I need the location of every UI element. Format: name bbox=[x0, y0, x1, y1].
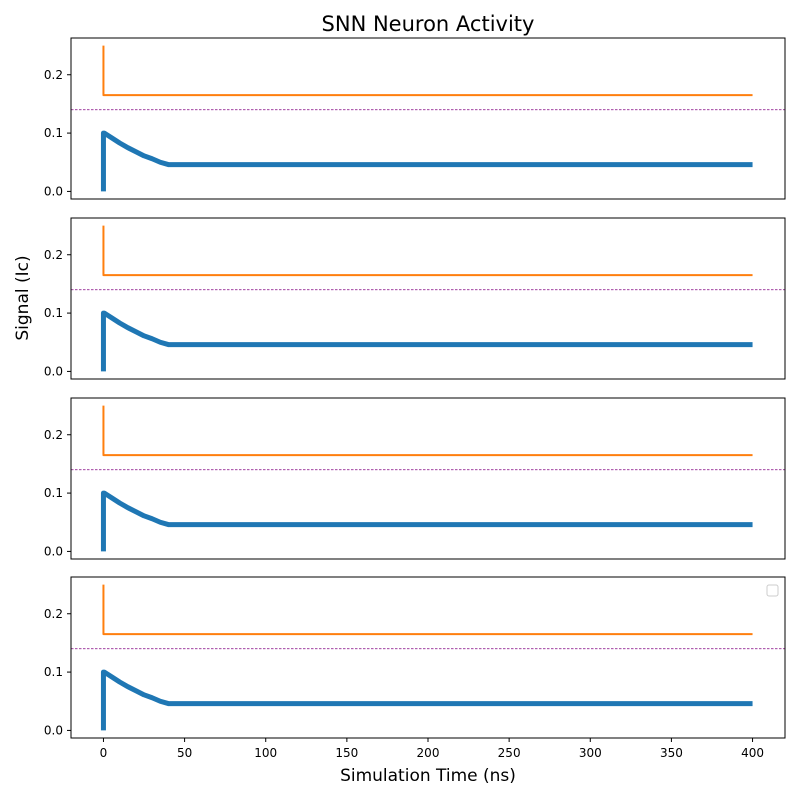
membrane-line bbox=[100, 130, 753, 192]
y-tick-label: 0.2 bbox=[44, 428, 63, 442]
x-tick-label: 300 bbox=[579, 746, 602, 760]
panels-group: 0.0 0.1 0.2 0.0 0.1 0.2 0.0 0.1 0.2 0.0 0.1 0.2 0 50 1… bbox=[44, 37, 786, 760]
chart-title: SNN Neuron Activity bbox=[322, 12, 535, 36]
y-tick-label: 0.1 bbox=[44, 126, 63, 140]
axes-frame bbox=[70, 217, 786, 380]
membrane-line bbox=[100, 669, 753, 731]
x-tick-label: 0 bbox=[100, 746, 108, 760]
y-tick-label: 0.2 bbox=[44, 68, 63, 82]
y-tick-label: 0.1 bbox=[44, 306, 63, 320]
output-line bbox=[102, 45, 753, 97]
y-tick-label: 0.0 bbox=[44, 544, 63, 558]
panel-2: 0.0 0.1 0.2 bbox=[44, 217, 786, 380]
x-tick-label: 250 bbox=[498, 746, 521, 760]
membrane-line bbox=[100, 490, 753, 552]
x-tick-label: 100 bbox=[254, 746, 277, 760]
plot-area bbox=[71, 45, 785, 192]
axes-frame bbox=[70, 576, 786, 739]
output-line bbox=[102, 584, 753, 636]
panel-3: 0.0 0.1 0.2 bbox=[44, 397, 786, 560]
y-tick-label: 0.2 bbox=[44, 248, 63, 262]
axes-frame bbox=[70, 37, 786, 200]
x-tick-label: 200 bbox=[417, 746, 440, 760]
output-line bbox=[102, 225, 753, 277]
panel-4: 0.0 0.1 0.2 0 50 100 150 200 250 300 350 400 bbox=[44, 576, 786, 760]
y-tick-label: 0.1 bbox=[44, 486, 63, 500]
membrane-line bbox=[100, 310, 753, 372]
panel-1: 0.0 0.1 0.2 bbox=[44, 37, 786, 200]
y-tick-label: 0.0 bbox=[44, 364, 63, 378]
y-tick-label: 0.0 bbox=[44, 723, 63, 737]
output-line bbox=[102, 405, 753, 457]
x-tick-label: 400 bbox=[741, 746, 764, 760]
plot-area bbox=[71, 584, 785, 731]
x-tick-label: 50 bbox=[177, 746, 192, 760]
plot-area bbox=[71, 405, 785, 552]
y-tick-label: 0.1 bbox=[44, 665, 63, 679]
x-axis-title: Simulation Time (ns) bbox=[340, 766, 516, 786]
x-tick-label: 150 bbox=[335, 746, 358, 760]
legend-box bbox=[766, 584, 779, 597]
y-tick-label: 0.2 bbox=[44, 607, 63, 621]
x-tick-label: 350 bbox=[660, 746, 683, 760]
axes-frame bbox=[70, 397, 786, 560]
y-axis-title: Signal (Ic) bbox=[13, 255, 33, 340]
y-tick-label: 0.0 bbox=[44, 184, 63, 198]
plot-area bbox=[71, 225, 785, 372]
